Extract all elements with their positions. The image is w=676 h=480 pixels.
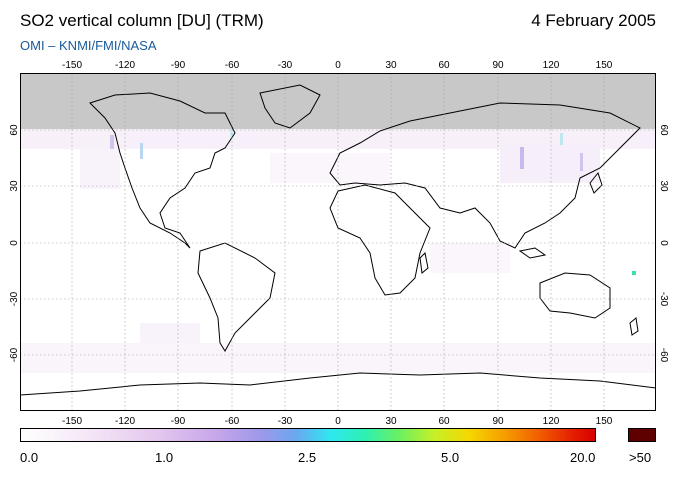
lon-tick-bottom: -90 bbox=[170, 416, 186, 427]
lon-tick-bottom: 150 bbox=[595, 416, 613, 427]
lon-tick-bottom: 120 bbox=[542, 416, 560, 427]
lon-tick-top: -90 bbox=[170, 60, 186, 71]
colorbar-over-label: >50 bbox=[629, 450, 652, 465]
map-date: 4 February 2005 bbox=[531, 11, 656, 30]
lon-tick-top: 0 bbox=[335, 60, 341, 71]
lat-tick-right: -30 bbox=[658, 291, 669, 307]
colorbar-label: 2.5 bbox=[298, 450, 317, 465]
lon-tick-bottom: -120 bbox=[114, 416, 135, 427]
colorbar-label: 20.0 bbox=[570, 450, 596, 465]
coastlines bbox=[20, 84, 656, 396]
lon-tick-top: 150 bbox=[595, 60, 613, 71]
lon-tick-bottom: 30 bbox=[385, 416, 397, 427]
lon-tick-top: 60 bbox=[438, 60, 450, 71]
colorbar-over-swatch bbox=[628, 428, 656, 442]
so2-high-lat-noise bbox=[110, 129, 636, 275]
lon-tick-top: -150 bbox=[61, 60, 82, 71]
lat-tick-right: 30 bbox=[658, 180, 669, 192]
lon-tick-bottom: 60 bbox=[438, 416, 450, 427]
lon-tick-top: 120 bbox=[542, 60, 560, 71]
lon-tick-top: -120 bbox=[114, 60, 135, 71]
lon-tick-top: -30 bbox=[277, 60, 293, 71]
colorbar-label: 1.0 bbox=[155, 450, 174, 465]
lat-tick-right: 60 bbox=[658, 124, 669, 136]
map-credit: OMI – KNMI/FMI/NASA bbox=[20, 38, 157, 53]
colorbar bbox=[20, 428, 596, 442]
lat-tick-right: 0 bbox=[658, 240, 669, 246]
lon-tick-bottom: -30 bbox=[277, 416, 293, 427]
lat-tick-right: -60 bbox=[658, 347, 669, 363]
lon-tick-bottom: 90 bbox=[492, 416, 504, 427]
lon-tick-top: -60 bbox=[224, 60, 240, 71]
graticule bbox=[20, 73, 656, 411]
lon-tick-top: 90 bbox=[492, 60, 504, 71]
lon-tick-bottom: 0 bbox=[335, 416, 341, 427]
map-title: SO2 vertical column [DU] (TRM) bbox=[20, 11, 264, 30]
colorbar-label: 0.0 bbox=[20, 450, 39, 465]
colorbar-label: 5.0 bbox=[441, 450, 460, 465]
lon-tick-bottom: -60 bbox=[224, 416, 240, 427]
lon-tick-top: 30 bbox=[385, 60, 397, 71]
world-map bbox=[20, 73, 656, 411]
map-frame bbox=[20, 73, 656, 411]
lon-tick-bottom: -150 bbox=[61, 416, 82, 427]
